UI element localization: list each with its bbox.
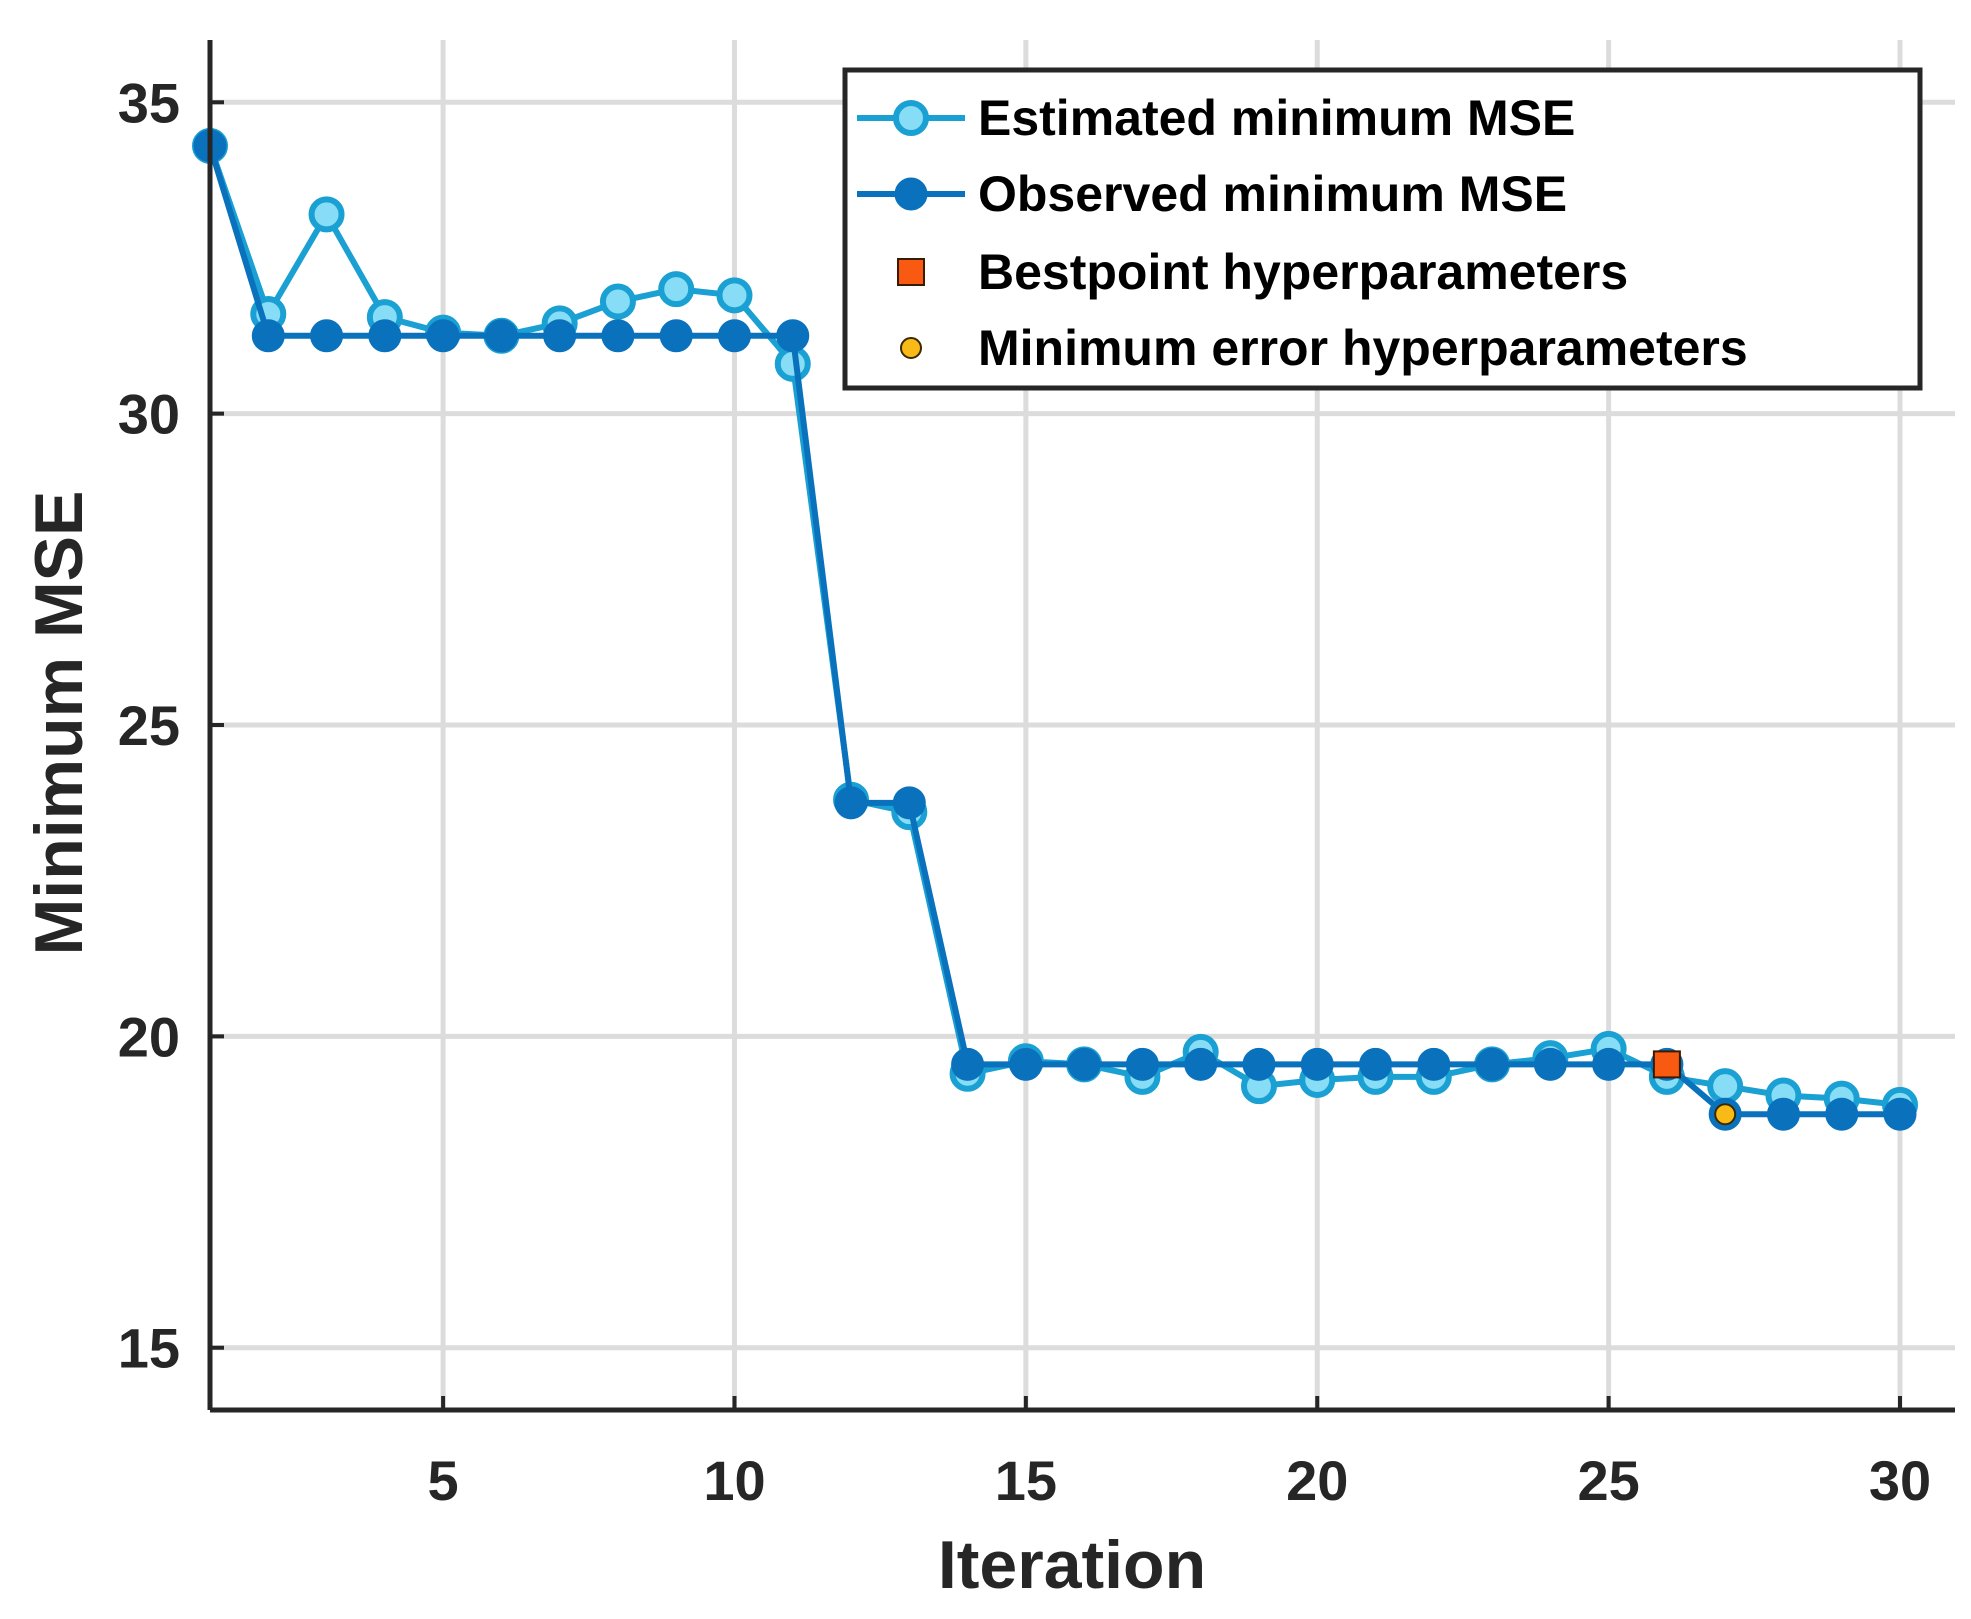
observed-point — [484, 319, 518, 353]
legend-marker-minimum-error — [900, 337, 922, 359]
observed-point — [1417, 1047, 1451, 1081]
minimum-error-marker — [1714, 1103, 1737, 1126]
x-axis-label: Iteration — [938, 1527, 1206, 1603]
estimated-point — [716, 277, 753, 314]
observed-point — [251, 319, 285, 353]
observed-point — [1766, 1097, 1800, 1131]
legend-label: Minimum error hyperparameters — [978, 320, 1748, 376]
observed-point — [1242, 1047, 1276, 1081]
bestpoint-marker — [1652, 1050, 1681, 1079]
observed-point — [892, 786, 926, 820]
observed-point — [1592, 1047, 1626, 1081]
observed-point — [1533, 1047, 1567, 1081]
observed-point — [951, 1047, 985, 1081]
legend-label: Estimated minimum MSE — [978, 90, 1575, 146]
y-tick-label: 35 — [118, 71, 180, 134]
x-tick-label: 25 — [1577, 1449, 1639, 1512]
y-tick-label: 30 — [118, 383, 180, 446]
observed-point — [543, 319, 577, 353]
observed-point — [1359, 1047, 1393, 1081]
observed-point — [601, 319, 635, 353]
observed-point — [834, 786, 868, 820]
y-tick-label: 15 — [118, 1317, 180, 1380]
legend-marker-estimated — [893, 100, 929, 136]
observed-point — [368, 319, 402, 353]
x-tick-label: 30 — [1869, 1449, 1931, 1512]
y-tick-label: 25 — [118, 694, 180, 757]
observed-point — [310, 319, 344, 353]
observed-point — [1475, 1047, 1509, 1081]
y-axis-label: Minimum MSE — [21, 491, 97, 956]
legend-label: Bestpoint hyperparameters — [978, 244, 1628, 300]
x-tick-label: 15 — [995, 1449, 1057, 1512]
legend: Estimated minimum MSE Observed minimum MS… — [842, 67, 1923, 391]
observed-point — [426, 319, 460, 353]
legend-marker-bestpoint — [897, 258, 925, 286]
x-tick-label: 20 — [1286, 1449, 1348, 1512]
y-tick-label: 20 — [118, 1005, 180, 1068]
legend-marker-observed — [894, 177, 928, 211]
x-tick-label: 5 — [428, 1449, 459, 1512]
estimated-point — [658, 271, 695, 308]
estimated-point — [308, 196, 345, 233]
axes: 5 10 15 20 25 30 15 20 25 30 35 — [118, 40, 1955, 1512]
series-layer — [192, 127, 1918, 1131]
x-tick-label: 10 — [703, 1449, 765, 1512]
observed-point — [1067, 1047, 1101, 1081]
observed-point — [659, 319, 693, 353]
legend-label: Observed minimum MSE — [978, 166, 1567, 222]
observed-point — [1125, 1047, 1159, 1081]
legend-box — [842, 67, 1923, 391]
observed-point — [1825, 1097, 1859, 1131]
estimated-point — [1707, 1068, 1744, 1105]
observed-point — [717, 319, 751, 353]
observed-point — [1883, 1097, 1917, 1131]
estimated-point — [599, 283, 636, 320]
observed-point — [1184, 1047, 1218, 1081]
observed-point — [776, 319, 810, 353]
observed-point — [1300, 1047, 1334, 1081]
observed-point — [1009, 1047, 1043, 1081]
